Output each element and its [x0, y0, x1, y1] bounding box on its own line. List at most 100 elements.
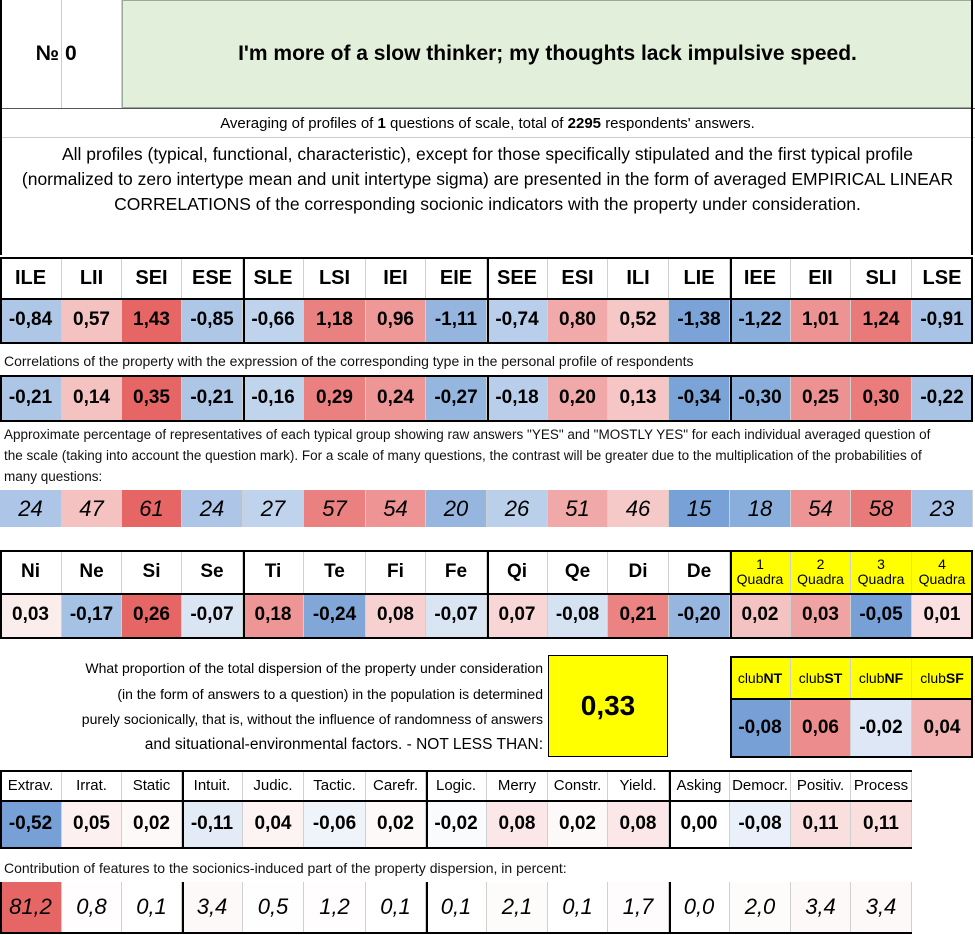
contribution-value: 0,1: [122, 882, 182, 932]
function-value: -0,24: [304, 593, 366, 637]
type-percentage: 47: [62, 490, 122, 527]
type-correlation: 0,30: [851, 375, 912, 420]
border-line: [487, 551, 489, 637]
dichotomy-name: Extrav.: [0, 770, 62, 800]
quadra-label: Quadra: [736, 571, 784, 587]
type-name: SLE: [243, 258, 304, 298]
summary: Averaging of profiles of 1 questions of …: [0, 108, 975, 138]
border-line: [0, 770, 912, 772]
dichotomy-name: Merry: [487, 770, 548, 800]
quadra-number: 2: [816, 556, 825, 572]
function-name: Ne: [62, 551, 122, 593]
function-value: 0,21: [608, 593, 669, 637]
type-percentage: 15: [669, 490, 730, 527]
border-line: [0, 637, 973, 639]
quadra-value: 0,02: [730, 593, 791, 637]
contribution-value: 2,1: [487, 882, 548, 932]
border-line: [0, 342, 973, 344]
type-percentage: 58: [851, 490, 912, 527]
type-correlation: 0,24: [366, 375, 426, 420]
type-correlation: 0,25: [791, 375, 851, 420]
type-percentage: 26: [487, 490, 548, 527]
quadra-header: 2 Quadra: [791, 551, 851, 593]
type-name: SLI: [851, 258, 912, 298]
function-value: 0,26: [122, 593, 182, 637]
border-line: [0, 420, 973, 422]
quadra-header: 1 Quadra: [730, 551, 791, 593]
type-profile-value: -0,74: [487, 298, 548, 342]
type-percentage: 51: [548, 490, 608, 527]
function-name: Di: [608, 551, 669, 593]
type-name: SEI: [122, 258, 182, 298]
border-line: [182, 882, 184, 932]
function-value: 0,03: [0, 593, 62, 637]
type-name: SEE: [487, 258, 548, 298]
type-correlation: -0,30: [730, 375, 791, 420]
type-name: LSE: [912, 258, 973, 298]
dichotomy-value: 0,02: [366, 800, 426, 847]
contribution-caption: Contribution of features to the socionic…: [4, 860, 567, 876]
correlation-caption: Correlations of the property with the ex…: [4, 353, 694, 369]
dichotomy-value: 0,02: [122, 800, 182, 847]
dichotomy-value: 0,08: [487, 800, 548, 847]
dichotomy-value: -0,02: [426, 800, 487, 847]
type-correlation: 0,14: [62, 375, 122, 420]
dichotomy-name: Constr.: [548, 770, 608, 800]
type-profile-value: 1,24: [851, 298, 912, 342]
border-line: [0, 770, 2, 847]
dichotomy-value: -0,06: [304, 800, 366, 847]
type-name: LIE: [669, 258, 730, 298]
function-value: -0,17: [62, 593, 122, 637]
contribution-value: 2,0: [730, 882, 791, 932]
border-line: [669, 770, 671, 847]
dispersion-value: 0,33: [548, 655, 668, 757]
dichotomy-value: -0,08: [730, 800, 791, 847]
border-line: [971, 0, 973, 255]
dichotomy-value: 0,04: [243, 800, 304, 847]
type-profile-value: -1,11: [426, 298, 487, 342]
border-line: [182, 770, 184, 847]
border-line: [0, 298, 973, 300]
function-value: -0,07: [426, 593, 487, 637]
type-name: ESI: [548, 258, 608, 298]
contribution-value: 3,4: [791, 882, 851, 932]
border-line: [487, 375, 489, 420]
quadra-header: 3 Quadra: [851, 551, 912, 593]
club-header: club NT: [730, 657, 791, 698]
type-correlation: -0,34: [669, 375, 730, 420]
function-name: Te: [304, 551, 366, 593]
type-percentage: 54: [366, 490, 426, 527]
contribution-value: 1,2: [304, 882, 366, 932]
type-correlation: -0,27: [426, 375, 487, 420]
type-percentage: 46: [608, 490, 669, 527]
contribution-value: 0,5: [243, 882, 304, 932]
dichotomy-name: Carefr.: [366, 770, 426, 800]
type-correlation: -0,16: [243, 375, 304, 420]
function-name: Si: [122, 551, 182, 593]
club-value: -0,02: [851, 698, 912, 757]
dispersion-text: What proportion of the total dispersion …: [85, 660, 543, 676]
summary-text: questions of scale, total of: [390, 114, 564, 132]
club-header: club SF: [912, 657, 973, 698]
type-percentage: 27: [243, 490, 304, 527]
type-percentage: 18: [730, 490, 791, 527]
function-name: Ni: [0, 551, 62, 593]
type-percentage: 54: [791, 490, 851, 527]
type-name: EII: [791, 258, 851, 298]
number-label: №: [0, 0, 62, 108]
function-value: -0,07: [182, 593, 243, 637]
note: All profiles (typical, functional, chara…: [21, 144, 954, 214]
border-line: [0, 375, 973, 377]
border-line: [0, 0, 2, 255]
percentage-caption: Approximate percentage of representative…: [4, 427, 931, 484]
quadra-label: Quadra: [857, 571, 905, 587]
contribution-value: 3,4: [851, 882, 912, 932]
type-percentage: 61: [122, 490, 182, 527]
border-line: [0, 550, 973, 552]
club-value: -0,08: [730, 698, 791, 757]
dichotomy-value: 0,11: [791, 800, 851, 847]
dichotomy-value: 0,11: [851, 800, 912, 847]
function-name: Fi: [366, 551, 426, 593]
border-line: [730, 656, 973, 658]
border-line: [0, 257, 2, 342]
